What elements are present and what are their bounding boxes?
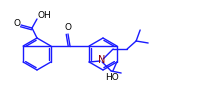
Text: HO: HO (104, 73, 118, 82)
Text: OH: OH (37, 11, 51, 20)
Text: O: O (14, 20, 20, 29)
Text: O: O (64, 24, 71, 33)
Text: N: N (98, 55, 105, 65)
